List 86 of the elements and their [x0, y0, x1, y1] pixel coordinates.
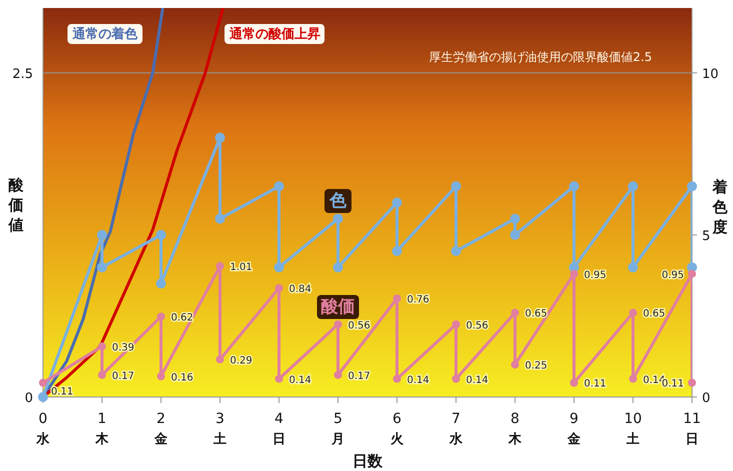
point [333, 262, 343, 272]
x-tick-label: 2 金 [154, 411, 168, 447]
ref-line-label: 厚生労働省の揚げ油使用の限界酸価値2.5 [428, 50, 652, 64]
point [629, 308, 637, 317]
point [333, 214, 343, 224]
point [334, 370, 342, 379]
x-tick-label: 9 金 [566, 411, 582, 447]
data-label: 0.65 [525, 308, 548, 320]
point [156, 278, 166, 289]
x-tick-label: 6 火 [390, 411, 404, 447]
data-label: 0.11 [51, 386, 74, 398]
x-tick-label: 10 土 [624, 411, 642, 447]
x-tick-label: 1 木 [94, 411, 110, 447]
x-tick-label: 0 水 [36, 411, 50, 447]
data-label: 0.11 [584, 378, 606, 390]
point [97, 262, 107, 272]
series-label: 通常の酸価上昇 [228, 26, 320, 42]
point [511, 308, 519, 317]
point [157, 372, 165, 380]
data-label: 0.76 [407, 294, 430, 306]
data-label: 0.95 [662, 270, 684, 281]
point [688, 270, 696, 278]
point [275, 374, 283, 383]
data-label: 0.56 [348, 320, 370, 332]
point [688, 378, 696, 387]
series-label: 酸価 [321, 297, 355, 317]
point [687, 181, 697, 192]
y2-tick-label: 0 [702, 391, 710, 406]
x-tick-label: 8 木 [508, 411, 522, 447]
data-label: 0.17 [348, 370, 370, 382]
point [451, 246, 461, 256]
point [392, 198, 402, 208]
point [215, 132, 225, 143]
point [392, 246, 402, 256]
point [570, 270, 578, 278]
y2-tick-label: 10 [702, 66, 719, 82]
point [274, 262, 284, 272]
point [97, 230, 107, 240]
point [274, 181, 284, 192]
x-tick-label: 5 月 [330, 411, 344, 447]
x-tick-label: 7 水 [448, 411, 464, 447]
point [156, 230, 166, 240]
point [451, 181, 461, 192]
data-label: 1.01 [230, 262, 252, 274]
x-tick-label: 3 土 [212, 411, 226, 447]
data-label: 0.56 [466, 320, 488, 332]
data-label: 0.14 [466, 374, 488, 386]
data-label: 0.16 [171, 372, 194, 384]
point [452, 320, 460, 328]
y2-axis-title: 着色度 [712, 178, 728, 236]
data-label: 0.25 [525, 360, 548, 372]
point [570, 378, 578, 387]
y2-tick-label: 5 [702, 228, 710, 244]
data-label: 0.84 [289, 284, 312, 296]
point [39, 378, 47, 387]
point [628, 262, 638, 272]
point [510, 214, 520, 224]
point [628, 181, 638, 192]
y-axis-title: 酸価値 [8, 176, 24, 234]
point [98, 342, 106, 350]
data-label: 0.14 [407, 374, 430, 386]
point [452, 374, 460, 383]
data-label: 0.17 [112, 370, 134, 382]
series-label: 通常の着色 [72, 26, 138, 42]
y-tick-label: 2.5 [12, 66, 33, 82]
point [216, 262, 224, 270]
point [393, 374, 401, 383]
x-tick-label: 4 日 [272, 411, 286, 447]
point [215, 214, 225, 224]
point [569, 181, 579, 192]
point [393, 294, 401, 302]
data-label: 0.29 [230, 355, 252, 366]
point [216, 355, 224, 364]
point [334, 320, 342, 328]
series-label: 色 [328, 191, 348, 211]
data-label: 0.95 [584, 270, 606, 281]
x-tick-label: 11 日 [683, 411, 701, 447]
data-label: 0.65 [643, 308, 666, 320]
point [629, 374, 637, 383]
point [157, 312, 165, 321]
x-axis-title: 日数 [352, 452, 384, 470]
point [510, 230, 520, 240]
point [275, 284, 283, 292]
data-label: 0.14 [289, 374, 312, 386]
point [511, 360, 519, 369]
point [98, 370, 106, 379]
